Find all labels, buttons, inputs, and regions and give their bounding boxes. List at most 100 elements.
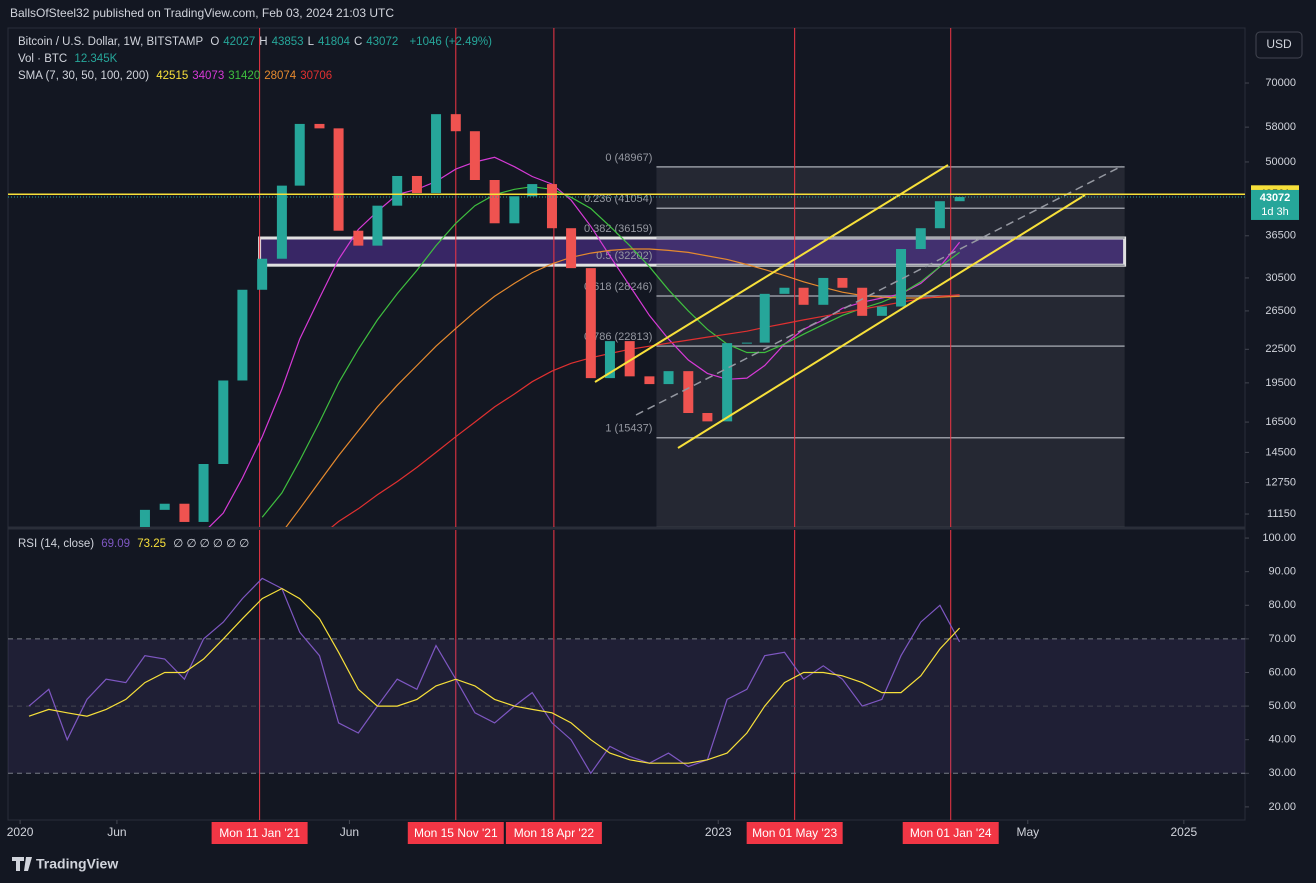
fib-label: 0.236 (41054) [584,193,653,205]
candle [509,196,520,224]
candle [179,503,190,522]
sma-value: 31420 [228,70,261,82]
y-tick-label: 19500 [1265,377,1296,389]
candle [566,228,577,269]
candle [294,123,305,186]
ohlc-key: O [210,36,220,48]
candle [276,185,287,259]
candle [759,293,770,343]
candle [915,228,926,250]
ohlc: O 42027 H 43853 L 41804 C 43072 [210,36,402,48]
candle [372,205,383,246]
candle [431,114,442,194]
candle [818,277,829,305]
candle [604,341,615,379]
rsi-tick-label: 80.00 [1268,599,1296,611]
currency-button[interactable] [1255,31,1303,59]
change: +1046 (+2.49%) [409,36,492,48]
candle [702,413,713,422]
fib-label: 1 (15437) [605,423,652,435]
legend-volume: Vol · BTC 12.345K [18,53,121,65]
candle [857,287,868,316]
fib-label: 0.786 (22813) [584,331,653,343]
x-tick-label: 2020 [7,825,34,839]
candle [314,123,325,129]
rsi-tick-label: 20.00 [1268,801,1296,813]
candle [837,277,848,288]
x-tick-label: 2025 [1170,825,1197,839]
candle [585,268,596,379]
candle [333,128,344,231]
candle [198,463,209,522]
ohlc-value: 41804 [317,36,350,48]
event-tag [902,822,999,844]
sma-title: SMA (7, 30, 50, 100, 200) [18,70,150,82]
rsi-ma-value: 73.25 [137,538,167,550]
candle [546,184,557,229]
x-tick-label: 2023 [705,825,732,839]
legend-sma: SMA (7, 30, 50, 100, 200) 42515 34073 3142… [18,70,336,82]
candle [896,249,907,307]
candle [798,287,809,305]
candle [741,342,752,344]
y-tick-label: 22500 [1265,343,1296,355]
channel-mid [635,165,1123,416]
candle [779,287,790,294]
y-tick-label: 58000 [1265,121,1296,133]
symbol: Bitcoin / U.S. Dollar, 1W, BITSTAMP [18,36,204,48]
x-tick-label: Jun [340,825,359,839]
rsi-tick-label: 50.00 [1268,700,1296,712]
sma-value: 30706 [300,70,333,82]
candle [450,114,461,132]
ohlc-key: H [259,36,268,48]
y-tick-label: 11150 [1267,508,1296,520]
rsi-ma-line [28,587,961,764]
sma-line [285,248,960,527]
candle [257,258,268,290]
fib-label: 0 (48967) [605,152,652,164]
currency[interactable]: USD [1266,37,1292,51]
publisher: BallsOfSteel32 published on TradingView.… [10,6,394,20]
channel [594,164,1123,449]
logo [12,857,32,871]
rsi-line [28,577,961,775]
channel-line [677,194,1086,449]
ohlc-key: C [353,36,363,48]
candle [954,196,965,202]
volume-label: Vol · BTC [18,53,68,65]
rsi-tick-label: 40.00 [1268,734,1296,746]
candle [644,376,655,385]
event-label: Mon 18 Apr '22 [514,826,595,840]
event-tag [211,822,308,844]
sma-line [261,186,960,518]
volume-value: 12.345K [74,53,118,65]
candle [353,230,364,246]
y-tick-label: 30500 [1265,272,1296,284]
event-label: Mon 15 Nov '21 [414,826,498,840]
sma-value: 34073 [192,70,225,82]
candle [392,175,403,206]
last-price-label: 43072 [1260,192,1291,204]
fib-label: 0.618 (28246) [584,281,653,293]
sma-value: 28074 [264,70,297,82]
ohlc-value: 43853 [271,36,304,48]
fib-label: 0.5 (32202) [596,250,652,262]
overlay [8,164,1245,449]
legend-rsi: RSI (14, close) 69.09 73.25 ∅ ∅ ∅ ∅ ∅ ∅ [18,536,253,550]
ohlc-key: L [307,36,314,48]
channel-line [594,164,949,383]
candle [876,306,887,316]
candle [663,371,674,385]
x-tick-label: Jun [107,825,126,839]
candle [934,201,945,229]
sma-value: 42515 [156,70,189,82]
candle [159,503,170,510]
x-tick-label: May [1016,825,1039,839]
candle [469,131,480,180]
y-tick-label: 26500 [1265,305,1296,317]
ohlc-value: 43072 [366,36,399,48]
candle [237,289,248,381]
event-tag [505,822,602,844]
